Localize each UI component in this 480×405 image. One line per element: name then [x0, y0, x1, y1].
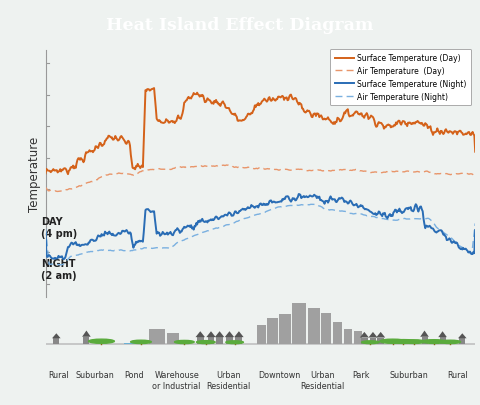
Bar — [354, 331, 362, 345]
Bar — [197, 337, 204, 345]
Bar — [257, 325, 266, 345]
Polygon shape — [360, 332, 369, 338]
Text: Suburban: Suburban — [76, 370, 114, 379]
Bar — [370, 338, 376, 345]
Circle shape — [361, 341, 379, 344]
Text: Heat Island Effect Diagram: Heat Island Effect Diagram — [106, 17, 374, 34]
Polygon shape — [195, 331, 205, 337]
Text: Warehouse
or Industrial: Warehouse or Industrial — [153, 370, 201, 390]
Bar — [279, 314, 291, 345]
Bar — [216, 337, 223, 345]
Polygon shape — [458, 333, 467, 339]
Circle shape — [175, 341, 194, 344]
Circle shape — [422, 340, 445, 343]
Text: Urban
Residential: Urban Residential — [300, 370, 345, 390]
Text: Downtown: Downtown — [259, 370, 301, 379]
Bar — [167, 333, 179, 345]
Polygon shape — [52, 333, 60, 339]
Bar — [292, 303, 306, 345]
Circle shape — [131, 340, 151, 344]
Circle shape — [197, 341, 215, 344]
Text: Rural: Rural — [48, 370, 69, 379]
Bar — [53, 339, 60, 345]
Bar — [361, 338, 368, 345]
Bar — [333, 322, 342, 345]
Text: NIGHT
(2 am): NIGHT (2 am) — [41, 258, 77, 280]
Bar — [440, 337, 445, 345]
Text: Rural: Rural — [448, 370, 468, 379]
Polygon shape — [82, 331, 91, 337]
Bar — [226, 337, 233, 345]
Text: Urban
Residential: Urban Residential — [206, 370, 250, 390]
Polygon shape — [369, 332, 377, 338]
Bar — [84, 337, 89, 345]
Circle shape — [226, 341, 243, 344]
Polygon shape — [420, 331, 429, 337]
Bar — [377, 338, 384, 345]
Text: DAY
(4 pm): DAY (4 pm) — [41, 217, 78, 238]
Bar — [344, 329, 352, 345]
Bar — [124, 343, 136, 345]
Polygon shape — [376, 332, 385, 338]
Bar — [321, 313, 331, 345]
Bar — [207, 337, 215, 345]
Circle shape — [392, 340, 415, 343]
Circle shape — [440, 340, 461, 344]
Bar — [149, 329, 165, 345]
Text: Suburban: Suburban — [389, 370, 428, 379]
Bar — [267, 318, 278, 345]
Text: Pond: Pond — [124, 370, 144, 379]
Bar — [421, 337, 428, 345]
Polygon shape — [225, 331, 234, 337]
Legend: Surface Temperature (Day), Air Temperature  (Day), Surface Temperature (Night), : Surface Temperature (Day), Air Temperatu… — [330, 49, 471, 106]
Polygon shape — [215, 331, 224, 337]
Bar — [459, 339, 465, 345]
Text: Park: Park — [353, 370, 370, 379]
Polygon shape — [234, 331, 244, 337]
Y-axis label: Temperature: Temperature — [28, 136, 41, 212]
Polygon shape — [206, 331, 216, 337]
Circle shape — [402, 340, 425, 343]
Circle shape — [380, 339, 406, 343]
Circle shape — [88, 339, 114, 343]
Bar — [236, 337, 242, 345]
Bar — [308, 309, 320, 345]
Polygon shape — [438, 331, 447, 337]
